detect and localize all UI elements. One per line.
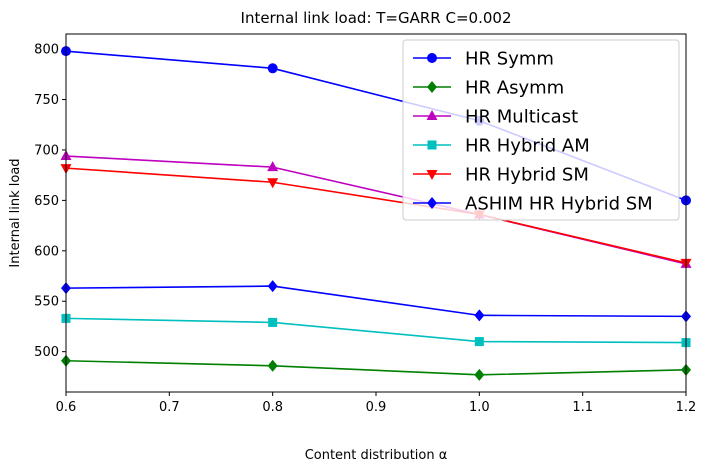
legend-marker xyxy=(427,197,437,209)
y-axis-label: Internal link load xyxy=(8,158,23,267)
legend-item: HR Asymm xyxy=(413,78,564,99)
data-point xyxy=(474,368,485,381)
series-line xyxy=(65,167,687,264)
legend-label: HR Hybrid AM xyxy=(465,136,590,157)
legend-label: HR Asymm xyxy=(465,78,564,99)
series-5 xyxy=(61,280,691,323)
y-tick-label: 700 xyxy=(34,143,59,158)
data-point xyxy=(474,309,485,322)
x-tick-label: 0.6 xyxy=(56,400,77,415)
series-line xyxy=(65,285,687,318)
y-tick-label: 550 xyxy=(34,295,59,310)
x-tick-label: 0.7 xyxy=(159,400,180,415)
x-axis-label: Content distribution α xyxy=(305,448,448,463)
legend-marker xyxy=(427,53,437,63)
y-tick-label: 800 xyxy=(34,43,59,58)
data-point xyxy=(267,359,278,372)
legend-item: ASHIM HR Hybrid SM xyxy=(413,194,653,215)
legend-marker xyxy=(426,110,438,120)
data-point xyxy=(267,63,278,74)
data-point xyxy=(474,337,484,347)
legend-marker xyxy=(426,170,438,180)
x-tick-label: 1.2 xyxy=(676,400,697,415)
x-tick-label: 1.1 xyxy=(572,400,593,415)
data-point xyxy=(268,317,278,327)
series-1 xyxy=(61,354,691,381)
legend: HR Symm HR Asymm HR Multicast HR Hybrid AM H… xyxy=(402,39,680,221)
legend-label: HR Multicast xyxy=(465,107,578,128)
y-tick-label: 500 xyxy=(34,345,59,360)
legend-marker xyxy=(427,81,437,93)
chart-title: Internal link load: T=GARR C=0.002 xyxy=(241,9,512,27)
legend-item: HR Hybrid SM xyxy=(413,165,589,186)
data-point xyxy=(267,178,279,189)
series-line xyxy=(65,359,687,376)
data-point xyxy=(267,280,278,293)
y-tick-label: 750 xyxy=(34,93,59,108)
legend-item: HR Hybrid AM xyxy=(413,136,590,157)
legend-item: HR Symm xyxy=(413,49,554,70)
legend-label: ASHIM HR Hybrid SM xyxy=(465,194,653,215)
legend-item: HR Multicast xyxy=(413,107,578,128)
plot-frame xyxy=(65,33,687,393)
x-tick-label: 0.8 xyxy=(262,400,283,415)
legend-box xyxy=(402,39,680,221)
y-tick-label: 600 xyxy=(34,244,59,259)
data-point xyxy=(267,161,279,172)
x-tick-label: 1.0 xyxy=(469,400,490,415)
axes-layer: 0.6 0.7 0.8 0.9 1.0 1.1 1.2 500 550 600 650 700 750 8… xyxy=(34,43,696,415)
y-tick-label: 650 xyxy=(34,194,59,209)
legend-label: HR Symm xyxy=(465,49,554,70)
legend-label: HR Hybrid SM xyxy=(465,165,589,186)
legend-marker xyxy=(427,140,437,150)
x-tick-label: 0.9 xyxy=(366,400,387,415)
series-line xyxy=(65,317,687,344)
